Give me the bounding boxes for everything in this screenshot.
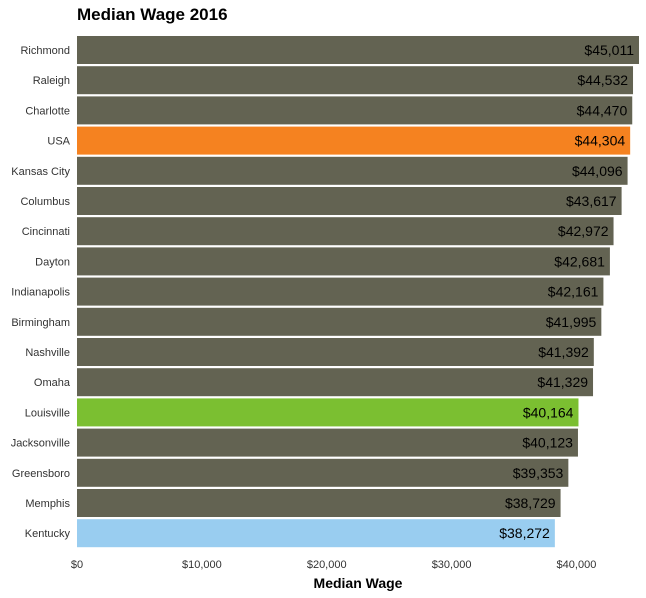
category-label-jacksonville: Jacksonville (11, 438, 70, 450)
category-label-richmond: Richmond (20, 45, 70, 57)
data-label-kansas-city: $44,096 (572, 163, 623, 179)
bar-jacksonville (77, 428, 578, 457)
bar-omaha (77, 368, 594, 397)
bar-greensboro (77, 458, 569, 487)
x-tick-label: $0 (71, 559, 83, 571)
bars-group: $45,011 $44,532 $44,470 $44,304 $44,096 $43,6… (77, 36, 639, 548)
bar-birmingham (77, 307, 602, 336)
category-label-columbus: Columbus (20, 196, 70, 208)
category-label-omaha: Omaha (34, 377, 71, 389)
bar-charlotte (77, 96, 633, 125)
x-tick-label: $10,000 (182, 559, 222, 571)
category-label-nashville: Nashville (25, 347, 70, 359)
category-label-charlotte: Charlotte (25, 105, 70, 117)
chart-title: Median Wage 2016 (77, 5, 228, 24)
bar-kansas-city (77, 156, 628, 185)
category-labels: Richmond Raleigh Charlotte USA Kansas City Co… (11, 45, 71, 540)
data-label-usa: $44,304 (575, 133, 626, 149)
data-label-omaha: $41,329 (537, 374, 588, 390)
bar-columbus (77, 187, 622, 215)
category-label-indianapolis: Indianapolis (11, 287, 70, 299)
category-label-louisville: Louisville (25, 407, 70, 419)
data-label-kentucky: $38,272 (499, 525, 550, 541)
bar-raleigh (77, 66, 634, 95)
x-axis-label: Median Wage (314, 575, 403, 591)
bar-dayton (77, 247, 610, 276)
category-label-memphis: Memphis (25, 498, 70, 510)
bar-usa (77, 126, 631, 155)
data-label-memphis: $38,729 (505, 495, 556, 511)
x-axis-ticks: $0 $10,000 $20,000 $30,000 $40,000 (71, 559, 596, 571)
x-tick-label: $40,000 (557, 559, 597, 571)
category-label-usa: USA (47, 136, 70, 148)
data-label-greensboro: $39,353 (513, 465, 564, 481)
bar-kentucky (77, 519, 555, 548)
data-label-jacksonville: $40,123 (522, 435, 573, 451)
data-label-birmingham: $41,995 (546, 314, 597, 330)
data-label-richmond: $45,011 (584, 42, 634, 58)
data-label-louisville: $40,164 (523, 404, 574, 420)
bar-memphis (77, 489, 561, 517)
bar-nashville (77, 338, 594, 366)
data-label-columbus: $43,617 (566, 193, 617, 209)
data-label-charlotte: $44,470 (577, 102, 628, 118)
category-label-raleigh: Raleigh (33, 75, 70, 87)
data-label-raleigh: $44,532 (577, 72, 628, 88)
data-label-dayton: $42,681 (554, 253, 605, 269)
data-label-cincinnati: $42,972 (558, 223, 609, 239)
data-label-indianapolis: $42,161 (548, 284, 599, 300)
bar-louisville (77, 398, 579, 427)
bar-indianapolis (77, 277, 604, 306)
category-label-kansas-city: Kansas City (11, 166, 70, 178)
bar-richmond (77, 36, 639, 64)
category-label-kentucky: Kentucky (25, 528, 71, 540)
data-label-nashville: $41,392 (538, 344, 589, 360)
x-tick-label: $30,000 (432, 559, 472, 571)
bar-cincinnati (77, 217, 614, 246)
category-label-dayton: Dayton (35, 256, 70, 268)
x-tick-label: $20,000 (307, 559, 347, 571)
category-label-birmingham: Birmingham (11, 317, 70, 329)
category-label-greensboro: Greensboro (12, 468, 70, 480)
category-label-cincinnati: Cincinnati (22, 226, 70, 238)
